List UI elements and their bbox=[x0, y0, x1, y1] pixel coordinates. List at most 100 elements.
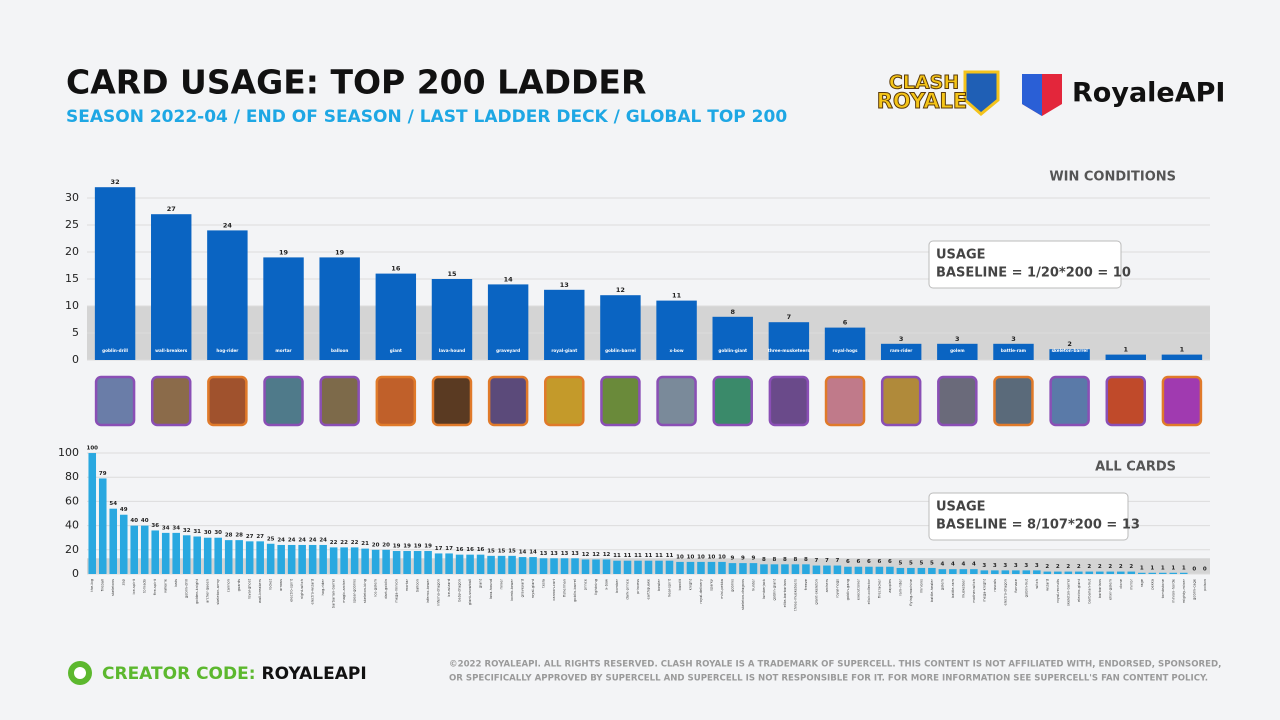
bar bbox=[571, 558, 579, 574]
bar bbox=[392, 551, 401, 574]
card-icon bbox=[937, 375, 978, 427]
bar bbox=[655, 560, 663, 574]
bar bbox=[224, 540, 233, 574]
value-label: 17 bbox=[435, 546, 443, 552]
y-tick-label: 40 bbox=[65, 519, 79, 532]
value-label: 12 bbox=[582, 552, 590, 558]
bar bbox=[1179, 572, 1188, 574]
category-label: miner bbox=[500, 578, 504, 589]
value-label: 34 bbox=[172, 525, 180, 531]
value-label: 28 bbox=[235, 533, 243, 539]
value-label: 5 bbox=[909, 560, 913, 566]
value-label: 6 bbox=[888, 559, 892, 565]
value-label: 3 bbox=[1011, 335, 1016, 343]
value-label: 24 bbox=[298, 537, 306, 543]
bar bbox=[728, 563, 737, 574]
category-label: x-bow bbox=[605, 579, 609, 590]
category-label: giant-snowball bbox=[468, 579, 472, 605]
category-label: magic-archer bbox=[342, 578, 346, 602]
category-label: pekka bbox=[1150, 579, 1154, 590]
bar bbox=[424, 551, 432, 574]
bar bbox=[749, 563, 758, 574]
value-label: 9 bbox=[741, 556, 745, 562]
category-label: electro-wizard bbox=[311, 579, 315, 605]
value-label: 2 bbox=[1108, 564, 1112, 570]
category-label: royal-delivery bbox=[699, 578, 703, 604]
value-label: 12 bbox=[616, 286, 625, 294]
value-label: 8 bbox=[762, 557, 766, 563]
bar bbox=[340, 547, 348, 574]
category-label: knight bbox=[688, 578, 692, 590]
bar bbox=[949, 569, 957, 574]
value-label: 15 bbox=[487, 548, 495, 554]
bar bbox=[329, 547, 338, 574]
value-label: 19 bbox=[414, 544, 422, 550]
bar bbox=[1012, 570, 1020, 574]
value-label: 19 bbox=[403, 544, 411, 550]
category-label: three-musketeers bbox=[793, 579, 797, 611]
creator-code: CREATOR CODE: ROYALEAPI bbox=[102, 664, 367, 684]
category-label: goblin-giant bbox=[772, 578, 776, 600]
bar bbox=[602, 559, 611, 574]
bar bbox=[1161, 354, 1203, 360]
bar bbox=[718, 561, 726, 574]
value-label: 10 bbox=[687, 554, 695, 560]
bar bbox=[937, 343, 978, 360]
category-label: giant bbox=[390, 348, 402, 353]
bar bbox=[1169, 572, 1178, 574]
value-label: 31 bbox=[193, 529, 201, 535]
y-tick-label: 20 bbox=[65, 245, 79, 258]
bar bbox=[993, 343, 1034, 360]
value-label: 10 bbox=[718, 554, 726, 560]
category-label: poison bbox=[1203, 579, 1207, 591]
value-label: 6 bbox=[856, 559, 860, 565]
category-label: skeleton-king bbox=[363, 579, 367, 603]
category-label: rage bbox=[1140, 578, 1144, 587]
bar bbox=[1127, 571, 1136, 574]
category-label: minion-horde bbox=[1171, 578, 1175, 603]
value-label: 24 bbox=[309, 537, 317, 543]
card-icon bbox=[207, 375, 248, 427]
value-label: 9 bbox=[731, 556, 735, 562]
value-label: 3 bbox=[1024, 563, 1028, 569]
category-label: hunter bbox=[751, 578, 755, 590]
category-label: electro-dragon bbox=[1003, 579, 1007, 606]
game-logo: CLASH ROYALE bbox=[876, 70, 1000, 116]
value-label: 13 bbox=[550, 551, 558, 557]
bar bbox=[203, 537, 212, 574]
value-label: 3 bbox=[1003, 563, 1007, 569]
value-label: 8 bbox=[804, 557, 808, 563]
value-label: 2 bbox=[1067, 340, 1072, 348]
value-label: 3 bbox=[1035, 563, 1039, 569]
bar bbox=[665, 560, 674, 574]
value-label: 40 bbox=[141, 518, 149, 524]
value-label: 11 bbox=[672, 292, 682, 300]
category-label: battle-ram bbox=[1001, 348, 1027, 353]
bar bbox=[287, 544, 296, 574]
bar bbox=[823, 565, 831, 574]
category-label: fire-spirit bbox=[153, 578, 157, 595]
bar bbox=[791, 564, 800, 574]
bar bbox=[712, 316, 753, 360]
bar bbox=[277, 544, 285, 574]
bar bbox=[854, 566, 863, 574]
bar bbox=[172, 532, 180, 574]
category-label: wizard bbox=[1045, 579, 1049, 591]
category-label: mini-pekka bbox=[720, 579, 724, 599]
bar bbox=[1148, 572, 1157, 574]
value-label: 13 bbox=[561, 551, 569, 557]
value-label: 24 bbox=[223, 221, 233, 229]
value-label: 19 bbox=[424, 544, 432, 550]
bar bbox=[959, 569, 968, 574]
bar bbox=[403, 551, 411, 574]
bar bbox=[1106, 571, 1115, 574]
value-label: 7 bbox=[836, 558, 840, 564]
bar bbox=[245, 541, 254, 574]
bar bbox=[94, 187, 136, 360]
site-logo: RoyaleAPI bbox=[1022, 74, 1225, 116]
category-label: baby-dragon bbox=[458, 579, 462, 602]
value-label: 15 bbox=[447, 270, 457, 278]
value-label: 10 bbox=[676, 554, 684, 560]
category-label: bomb-tower bbox=[510, 578, 514, 600]
bar bbox=[980, 570, 989, 574]
